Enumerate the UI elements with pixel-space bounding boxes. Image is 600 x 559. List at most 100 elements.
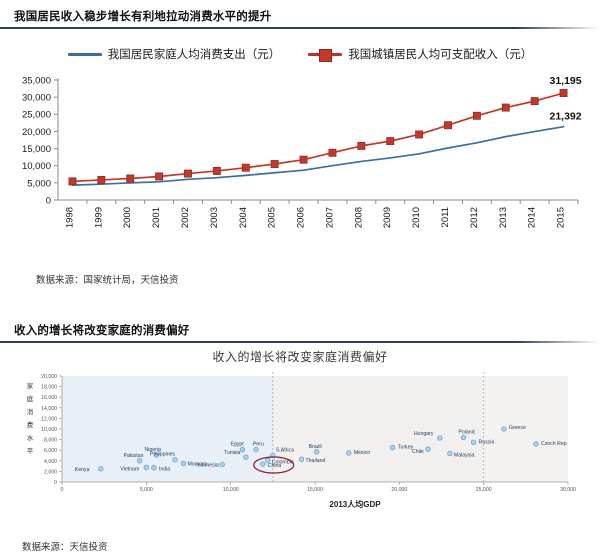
x-axis-tick-label: 2008: [353, 207, 364, 228]
x-axis-tick-label: 2006: [296, 207, 307, 228]
scatter-point-label: Morocco: [187, 461, 207, 467]
scatter-point-label: Russia: [479, 439, 495, 445]
scatter-point-label: Pakistan: [124, 453, 144, 459]
scatter-x-tick-label: 0: [61, 487, 64, 493]
section-title-2: 收入的增长将改变家庭的消费偏好: [14, 325, 190, 337]
scatter-point-label: Czech Rep: [541, 441, 567, 447]
scatter-y-tick-label: 14,000: [41, 406, 57, 412]
scatter-point: [219, 461, 225, 468]
scatter-y-tick-label: 16,000: [41, 395, 57, 401]
section-header-income: 我国居民收入稳步增长有利地拉动消费水平的提升: [0, 8, 600, 29]
x-axis-tick-label: 2011: [440, 207, 451, 227]
data-point-marker: [530, 97, 539, 106]
y-axis-tick-label: 5,000: [27, 178, 51, 189]
scatter-point-label: Colombia: [272, 459, 294, 465]
x-axis-tick-label: 2005: [267, 207, 278, 228]
section-divider-1: [0, 27, 600, 29]
scatter-point-label: Indonesia: [196, 463, 219, 469]
section-title-1: 我国居民收入稳步增长有利地拉动消费水平的提升: [14, 11, 272, 23]
scatter-y-axis-title-char: 平: [27, 447, 34, 455]
endpoint-value-label: 21,392: [549, 111, 581, 123]
x-axis-tick-label: 2015: [556, 207, 567, 228]
x-axis-tick-label: 2013: [498, 207, 509, 228]
scatter-x-tick-label: 25,000: [476, 487, 492, 493]
x-axis-tick-label: 1999: [93, 207, 104, 228]
scatter-x-tick-label: 30,000: [560, 487, 576, 493]
scatter-point: [389, 444, 396, 451]
x-axis-tick-label: 2002: [180, 207, 191, 228]
data-point-marker: [444, 121, 452, 130]
scatter-x-tick-label: 20,000: [391, 487, 407, 493]
section-divider-2: [0, 341, 600, 343]
line-chart-plot: 0 5,000 10,000 15,000 20,000 25,000 30,000 35,0…: [0, 72, 600, 272]
scatter-point-label: Turkey: [398, 445, 414, 451]
legend-label-income: 我国城镇居民人均可支配收入（元）: [348, 49, 533, 61]
scatter-point-label: Peru: [253, 442, 264, 448]
scatter-point: [253, 447, 259, 453]
scatter-point-label: China: [268, 463, 282, 469]
data-point-marker: [97, 175, 106, 184]
source-note-2: 数据来源：天信投资: [22, 542, 108, 553]
legend-label-consumption: 我国居民家庭人均消费支出（元）: [107, 49, 281, 61]
scatter-chart: 收入的增长将改变家庭消费偏好 必需品消费阶段耐用品消费阶段奢侈品消费阶段02,0…: [0, 348, 600, 534]
scatter-point: [98, 466, 104, 472]
square-marker-swatch-icon: [308, 48, 343, 62]
scatter-point: [470, 439, 477, 445]
data-point-marker: [155, 172, 164, 181]
data-point-marker: [270, 160, 279, 168]
x-axis-tick-label: 2010: [411, 207, 422, 228]
scatter-point: [260, 461, 266, 467]
scatter-point: [425, 446, 431, 452]
data-point-marker: [212, 167, 221, 175]
scatter-y-tick-label: 2,000: [44, 469, 57, 475]
scatter-y-tick-label: 10,000: [41, 427, 57, 433]
x-axis-tick-label: 2009: [382, 207, 393, 228]
x-axis-tick-label: 2012: [469, 207, 480, 228]
scatter-point: [239, 447, 246, 453]
scatter-point-label: Chile: [412, 449, 424, 455]
scatter-x-tick-label: 15,000: [307, 487, 323, 493]
scatter-x-tick-label: 10,000: [223, 487, 239, 493]
china-highlight-ring: [253, 456, 295, 474]
source-note-1: 数据来源：国家统计局，天信投资: [36, 275, 179, 286]
scatter-point-label: Hungary: [414, 431, 434, 437]
scatter-y-axis-title-char: 庭: [27, 394, 34, 403]
scatter-point-label: Nigeria: [144, 447, 161, 453]
zone-band-0: [62, 376, 273, 482]
data-point-marker: [559, 89, 568, 97]
scatter-point: [314, 449, 320, 455]
zone-band-2: [483, 376, 568, 482]
scatter-y-axis-title-char: 消: [27, 407, 34, 416]
scatter-point: [437, 435, 443, 441]
x-axis-tick-label: 2003: [209, 207, 220, 228]
data-point-marker: [241, 163, 250, 172]
scatter-point-label: Poland: [458, 429, 474, 435]
scatter-y-axis-title-char: 费: [27, 420, 34, 429]
endpoint-value-label: 31,195: [549, 75, 581, 87]
data-point-marker: [386, 137, 395, 146]
data-point-marker: [126, 174, 135, 183]
y-axis-tick-label: 30,000: [22, 93, 51, 104]
x-axis-tick-label: 2007: [324, 207, 335, 228]
scatter-point: [151, 465, 157, 471]
scatter-x-tick-label: 5,000: [140, 487, 153, 493]
scatter-point-label: Brazil: [309, 444, 322, 450]
scatter-point-label: Egypt: [230, 442, 244, 448]
x-axis-tick-label: 2004: [238, 207, 249, 228]
scatter-y-tick-label: 6,000: [44, 448, 57, 454]
scatter-point-label: Kenya: [75, 467, 90, 473]
scatter-chart-title: 收入的增长将改变家庭消费偏好: [212, 350, 388, 364]
scatter-point-label: Malaysia: [454, 452, 475, 458]
data-point-marker: [68, 177, 77, 186]
legend-item-consumption: 我国居民家庭人均消费支出（元）: [67, 46, 281, 62]
scatter-y-tick-label: 0: [54, 480, 57, 486]
scatter-chart-svg: 必需品消费阶段耐用品消费阶段奢侈品消费阶段02,0004,0006,0008,0…: [27, 372, 576, 509]
series-line-income: [71, 92, 565, 183]
line-chart-svg: 0 5,000 10,000 15,000 20,000 25,000 30,000 35,0…: [22, 75, 582, 228]
scatter-y-tick-label: 12,000: [41, 416, 57, 422]
section-header-preference: 收入的增长将改变家庭的消费偏好: [0, 322, 600, 343]
data-point-marker: [357, 141, 366, 150]
scatter-point: [460, 434, 467, 441]
scatter-point: [172, 457, 178, 463]
data-point-marker: [299, 155, 308, 164]
